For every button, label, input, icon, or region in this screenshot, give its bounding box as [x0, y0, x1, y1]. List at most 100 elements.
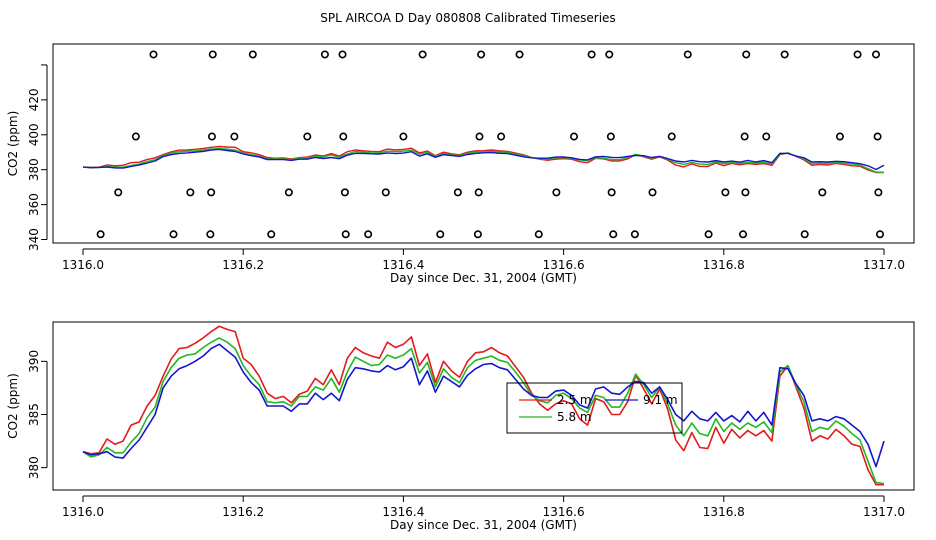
scatter-point: [515, 50, 524, 59]
x-tick-label: 1316.0: [62, 505, 104, 519]
scatter-point: [818, 188, 827, 197]
legend-label: 5.8 m: [557, 410, 592, 424]
y-axis-label: CO2 (ppm): [6, 373, 20, 439]
series-line-2-5-m: [82, 145, 884, 174]
scatter-point: [741, 188, 750, 197]
scatter-point: [667, 132, 676, 141]
scatter-point: [186, 188, 195, 197]
x-tick-label: 1316.2: [222, 505, 264, 519]
scatter-point: [399, 132, 408, 141]
scatter-point: [320, 50, 329, 59]
x-tick-label: 1316.4: [382, 505, 424, 519]
scatter-point: [534, 230, 543, 239]
scatter-point: [96, 230, 105, 239]
plot-frame: [52, 321, 915, 491]
scatter-point: [131, 132, 140, 141]
scatter-point: [648, 188, 657, 197]
scatter-point: [552, 188, 561, 197]
plot-area: [82, 50, 885, 239]
scatter-point: [873, 132, 882, 141]
scatter-point: [606, 132, 615, 141]
scatter-point: [683, 50, 692, 59]
y-tick-label: 360: [27, 193, 41, 216]
scatter-point: [475, 132, 484, 141]
scatter-point: [762, 132, 771, 141]
series-line-2-5-m: [82, 325, 884, 486]
y-axis-label: CO2 (ppm): [6, 111, 20, 177]
x-tick-label: 1317.0: [863, 258, 905, 272]
scatter-point: [740, 132, 749, 141]
scatter-point: [742, 50, 751, 59]
scatter-point: [284, 188, 293, 197]
scatter-point: [436, 230, 445, 239]
x-axis-label: Day since Dec. 31, 2004 (GMT): [390, 518, 577, 532]
series-line-9-1-m: [82, 343, 885, 468]
scatter-point: [605, 50, 614, 59]
scatter-point: [267, 230, 276, 239]
series-line-9-1-m: [82, 148, 885, 171]
scatter-point: [474, 188, 483, 197]
y-tick-label: 340: [27, 228, 41, 251]
legend-label: 9.1 m: [643, 393, 678, 407]
x-tick-label: 1316.2: [222, 258, 264, 272]
x-tick-label: 1316.0: [62, 258, 104, 272]
scatter-point: [630, 230, 639, 239]
chart-title: SPL AIRCOA D Day 080808 Calibrated Times…: [320, 11, 615, 25]
x-tick-label: 1316.6: [543, 258, 585, 272]
scatter-point: [780, 50, 789, 59]
scatter-point: [340, 188, 349, 197]
scatter-point: [207, 132, 216, 141]
scatter-point: [721, 188, 730, 197]
scatter-point: [339, 132, 348, 141]
scatter-point: [607, 188, 616, 197]
scatter-point: [381, 188, 390, 197]
scatter-point: [364, 230, 373, 239]
x-tick-label: 1316.8: [703, 505, 745, 519]
x-tick-label: 1316.4: [382, 258, 424, 272]
scatter-point: [206, 230, 215, 239]
scatter-point: [230, 132, 239, 141]
scatter-point: [853, 50, 862, 59]
scatter-point: [587, 50, 596, 59]
scatter-point: [871, 50, 880, 59]
scatter-point: [875, 230, 884, 239]
x-axis-label: Day since Dec. 31, 2004 (GMT): [390, 271, 577, 285]
scatter-point: [739, 230, 748, 239]
scatter-point: [473, 230, 482, 239]
scatter-point: [341, 230, 350, 239]
x-tick-label: 1316.6: [543, 505, 585, 519]
x-tick-label: 1316.8: [703, 258, 745, 272]
scatter-point: [207, 188, 216, 197]
y-tick-label: 380: [27, 158, 41, 181]
x-tick-label: 1317.0: [863, 505, 905, 519]
scatter-point: [800, 230, 809, 239]
scatter-point: [303, 132, 312, 141]
series-line-5-8-m: [82, 337, 885, 485]
scatter-point: [169, 230, 178, 239]
scatter-point: [497, 132, 506, 141]
plot-area: [82, 325, 885, 486]
scatter-point: [704, 230, 713, 239]
y-tick-label: 385: [27, 403, 41, 426]
scatter-point: [208, 50, 217, 59]
legend-label: 2.5 m: [557, 393, 592, 407]
legend-box: [506, 382, 683, 434]
scatter-point: [874, 188, 883, 197]
scatter-point: [453, 188, 462, 197]
scatter-point: [418, 50, 427, 59]
y-tick-label: 420: [27, 88, 41, 111]
scatter-point: [609, 230, 618, 239]
scatter-point: [835, 132, 844, 141]
scatter-point: [114, 188, 123, 197]
scatter-point: [570, 132, 579, 141]
plot-frame: [52, 43, 915, 244]
series-line-5-8-m: [82, 147, 885, 173]
y-tick-label: 380: [27, 456, 41, 479]
y-tick-label: 400: [27, 123, 41, 146]
scatter-point: [477, 50, 486, 59]
scatter-point: [149, 50, 158, 59]
bottom-panel: 1316.0 1316.2 1316.4 1316.6 1316.8 1317.0 Day …: [6, 321, 915, 532]
y-tick-label: 390: [27, 350, 41, 373]
scatter-point: [338, 50, 347, 59]
